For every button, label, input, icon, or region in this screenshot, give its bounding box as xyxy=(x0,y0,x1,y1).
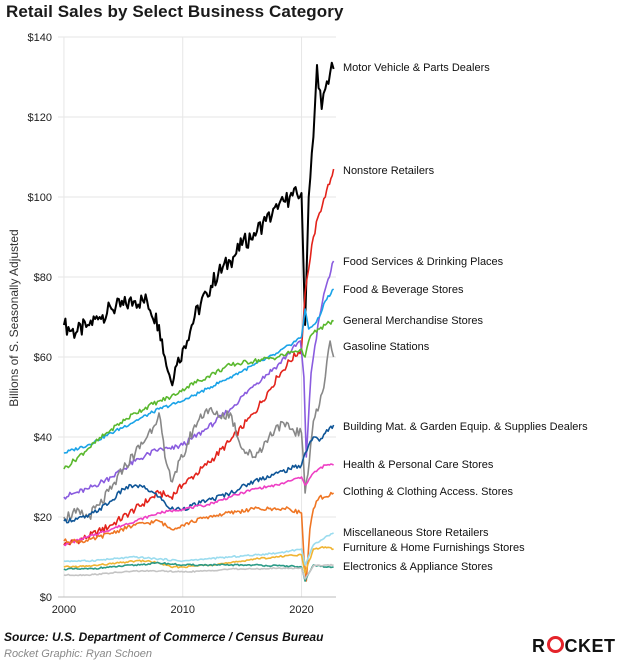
series-line-health-personal-care-stores xyxy=(63,463,334,547)
logo-circle-icon xyxy=(546,636,564,653)
source-note: Source: U.S. Department of Commerce / Ce… xyxy=(4,630,324,644)
series-line-clothing-clothing-access-stores xyxy=(63,491,335,582)
series-label: Food & Beverage Stores xyxy=(343,284,464,296)
logo-letter: R xyxy=(532,636,546,656)
x-tick-label: 2020 xyxy=(289,604,313,616)
series-line-electronics-appliance-stores xyxy=(63,561,334,582)
x-tick-label: 2000 xyxy=(52,604,76,616)
series-label: Furniture & Home Furnishings Stores xyxy=(343,542,525,554)
series-line-food-beverage-stores xyxy=(63,288,335,454)
graphic-credit: Rocket Graphic: Ryan Schoen xyxy=(4,648,152,660)
series-label: Miscellaneous Store Retailers xyxy=(343,527,489,539)
series-label: Gasoline Stations xyxy=(343,341,430,353)
y-tick-label: $20 xyxy=(34,512,52,524)
series-label: Health & Personal Care Stores xyxy=(343,459,494,471)
chart-title: Retail Sales by Select Business Category xyxy=(6,2,344,21)
y-tick-label: $140 xyxy=(28,32,52,44)
series-line-nonstore-retailers xyxy=(63,168,335,546)
y-tick-label: $0 xyxy=(40,592,52,604)
y-tick-label: $40 xyxy=(34,432,52,444)
series-label: Clothing & Clothing Access. Stores xyxy=(343,486,513,498)
series-label: General Merchandise Stores xyxy=(343,315,484,327)
logo-letters: CKET xyxy=(564,636,616,656)
series-line-miscellaneous-store-retailers xyxy=(63,532,334,566)
series-label: Electronics & Appliance Stores xyxy=(343,561,493,573)
series-label: Food Services & Drinking Places xyxy=(343,256,504,268)
y-tick-label: $100 xyxy=(28,192,52,204)
y-tick-label: $80 xyxy=(34,272,52,284)
series-label: Nonstore Retailers xyxy=(343,165,435,177)
x-tick-label: 2010 xyxy=(171,604,195,616)
axes: $0 $20 $40 $60 $80 $100 $120 $140 2000 2010 2020 xyxy=(28,32,336,616)
series-label: Motor Vehicle & Parts Dealers xyxy=(343,62,490,74)
series-line-building-mat-garden-equip-supplies-dealers xyxy=(63,424,335,524)
rocket-logo: R CKET xyxy=(532,636,616,657)
series-labels: Motor Vehicle & Parts Dealers Nonstore Re… xyxy=(343,62,588,573)
series-line-gasoline-stations xyxy=(63,340,335,522)
series-lines xyxy=(62,61,335,582)
series-line-unlabeled xyxy=(63,563,334,580)
y-tick-label: $120 xyxy=(28,112,52,124)
series-line-general-merchandise-stores xyxy=(63,319,334,470)
series-label: Building Mat. & Garden Equip. & Supplies… xyxy=(343,421,588,433)
series-line-motor-vehicle-parts-dealers xyxy=(62,61,335,387)
y-tick-label: $60 xyxy=(34,352,52,364)
